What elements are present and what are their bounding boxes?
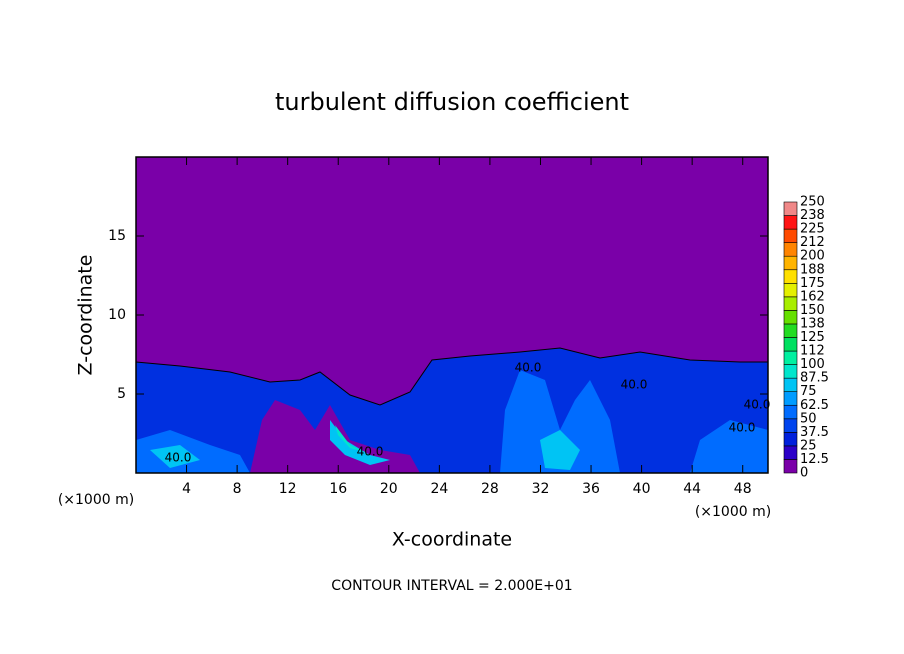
field-region bbox=[335, 425, 365, 452]
contour-label: 40.0 bbox=[515, 361, 542, 375]
colorbar-cell bbox=[783, 377, 798, 392]
y-tick-label: 10 bbox=[108, 307, 126, 323]
colorbar-cell bbox=[783, 296, 798, 311]
colorbar-label: 225 bbox=[800, 222, 825, 237]
colorbar-label: 188 bbox=[800, 262, 825, 277]
colorbar-cell bbox=[783, 215, 798, 230]
colorbar-label: 125 bbox=[800, 330, 825, 345]
colorbar-label: 112 bbox=[800, 344, 825, 359]
colorbar-cell bbox=[783, 364, 798, 379]
x-tick-label: 40 bbox=[633, 481, 651, 497]
colorbar-cell bbox=[783, 228, 798, 243]
colorbar-cell bbox=[783, 350, 798, 365]
colorbar-label: 75 bbox=[800, 384, 817, 399]
x-tick-label: 36 bbox=[582, 481, 600, 497]
x-tick-label: 32 bbox=[532, 481, 550, 497]
x-tick-label: 28 bbox=[481, 481, 499, 497]
x-tick-label: 16 bbox=[329, 481, 347, 497]
colorbar-label: 100 bbox=[800, 357, 825, 372]
field-region bbox=[150, 420, 580, 470]
colorbar-label: 0 bbox=[800, 466, 808, 481]
colorbar-label: 162 bbox=[800, 289, 825, 304]
x-unit: (×1000 m) bbox=[695, 504, 771, 520]
x-tick-label: 20 bbox=[380, 481, 398, 497]
x-tick-label: 8 bbox=[233, 481, 242, 497]
x-tick-label: 44 bbox=[683, 481, 701, 497]
colorbar-label: 212 bbox=[800, 235, 825, 250]
colorbar-cell bbox=[783, 269, 798, 284]
colorbar-cell bbox=[783, 323, 798, 338]
contour-label: 40.0 bbox=[357, 445, 384, 459]
colorbar-cell bbox=[783, 459, 798, 474]
colorbar-cell bbox=[783, 337, 798, 352]
x-tick-label: 48 bbox=[734, 481, 752, 497]
contour-label: 40.0 bbox=[729, 421, 756, 435]
colorbar-cell bbox=[783, 432, 798, 447]
x-axis-label: X-coordinate bbox=[392, 529, 512, 551]
x-tick-label: 24 bbox=[430, 481, 448, 497]
colorbar-label: 62.5 bbox=[800, 398, 829, 413]
contour-field bbox=[136, 157, 768, 473]
colorbar-cell bbox=[783, 282, 798, 298]
colorbar-label: 37.5 bbox=[800, 425, 829, 440]
colorbar-label: 238 bbox=[800, 208, 825, 223]
colorbar-cell bbox=[783, 445, 798, 460]
x-unit: (×1000 m) bbox=[58, 492, 134, 508]
contour-label: 40.0 bbox=[621, 378, 648, 392]
colorbar-label: 250 bbox=[800, 195, 825, 210]
colorbar-cell bbox=[783, 391, 798, 406]
y-tick-label: 15 bbox=[108, 228, 126, 244]
colorbar-cell bbox=[783, 201, 798, 216]
colorbar-label: 150 bbox=[800, 303, 825, 318]
colorbar-label: 50 bbox=[800, 411, 817, 426]
colorbar-label: 138 bbox=[800, 316, 825, 331]
colorbar-label: 200 bbox=[800, 249, 825, 264]
colorbar-cell bbox=[783, 310, 798, 325]
colorbar-label: 175 bbox=[800, 276, 825, 291]
contour-label: 40.0 bbox=[165, 451, 192, 465]
y-axis-label: Z-coordinate bbox=[75, 255, 97, 376]
x-tick-label: 4 bbox=[182, 481, 191, 497]
contour-label: 40.0 bbox=[744, 398, 771, 412]
footer-note: CONTOUR INTERVAL = 2.000E+01 bbox=[331, 578, 572, 594]
colorbar-cell bbox=[783, 418, 798, 433]
x-tick-label: 12 bbox=[279, 481, 297, 497]
colorbar-cell bbox=[783, 404, 798, 420]
colorbar-label: 12.5 bbox=[800, 452, 829, 467]
colorbar-label: 25 bbox=[800, 438, 817, 453]
colorbar-cell bbox=[783, 255, 798, 271]
chart-title: turbulent diffusion coefficient bbox=[275, 88, 629, 116]
field-region bbox=[136, 370, 768, 473]
colorbar-cell bbox=[783, 242, 798, 257]
colorbar-label: 87.5 bbox=[800, 371, 829, 386]
y-tick-label: 5 bbox=[117, 386, 126, 402]
